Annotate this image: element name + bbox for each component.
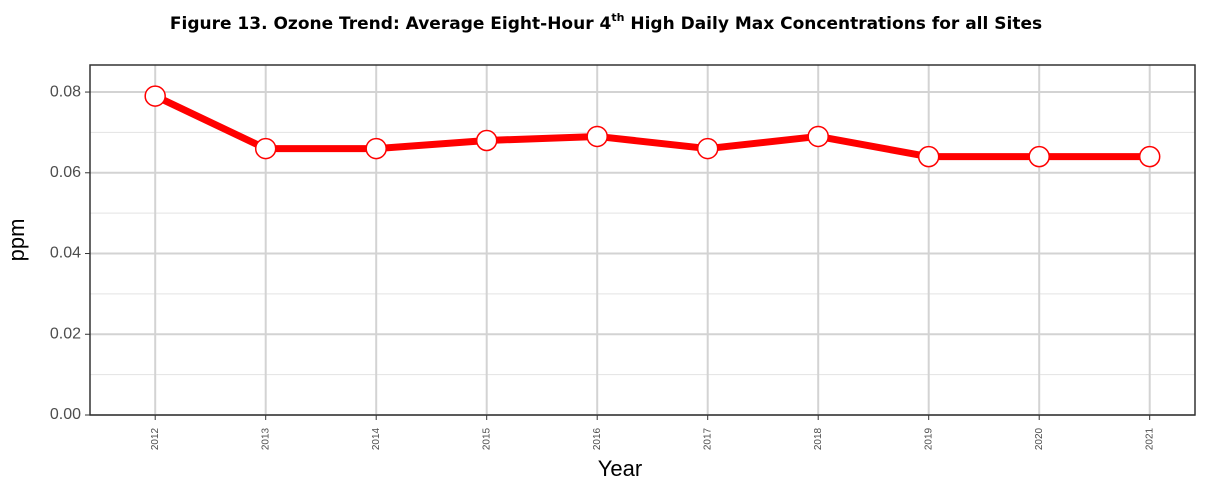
chart-title: Figure 13. Ozone Trend: Average Eight-Ho… <box>170 11 1042 34</box>
x-tick-label: 2013 <box>260 427 271 450</box>
marker <box>917 145 940 168</box>
x-tick-label: 2020 <box>1034 427 1045 450</box>
title-superscript: th <box>611 11 624 24</box>
marker <box>254 137 277 160</box>
x-tick-label: 2014 <box>371 427 382 450</box>
y-tick-label: 0.00 <box>50 406 81 423</box>
line <box>153 92 1150 161</box>
y-tick-label: 0.02 <box>50 325 81 342</box>
x-tick-label: 2018 <box>813 427 824 450</box>
x-tick-label: 2015 <box>481 427 492 450</box>
y-tick-label: 0.06 <box>50 164 81 181</box>
y-tick-label: 0.08 <box>50 83 81 100</box>
marker <box>586 125 608 148</box>
title-text: High Daily Max Concentrations for all Si… <box>624 14 1042 34</box>
marker <box>696 137 719 160</box>
y-tick-label: 0.04 <box>50 245 81 262</box>
marker <box>475 129 498 152</box>
x-tick-label: 2016 <box>592 427 603 450</box>
marker <box>807 125 829 148</box>
x-tick-label: 2019 <box>923 427 934 450</box>
x-axis-label: Year <box>598 456 642 481</box>
marker <box>365 137 387 160</box>
marker <box>144 85 166 107</box>
x-tick-label: 2021 <box>1144 427 1155 450</box>
plot-border <box>89 64 1196 416</box>
marker <box>1028 145 1050 168</box>
title-text: Figure 13. Ozone Trend: Average Eight-Ho… <box>170 14 612 34</box>
y-axis-label: ppm <box>4 219 29 262</box>
marker <box>1138 145 1161 168</box>
x-tick-label: 2017 <box>702 427 713 450</box>
x-tick-label: 2012 <box>150 427 161 450</box>
